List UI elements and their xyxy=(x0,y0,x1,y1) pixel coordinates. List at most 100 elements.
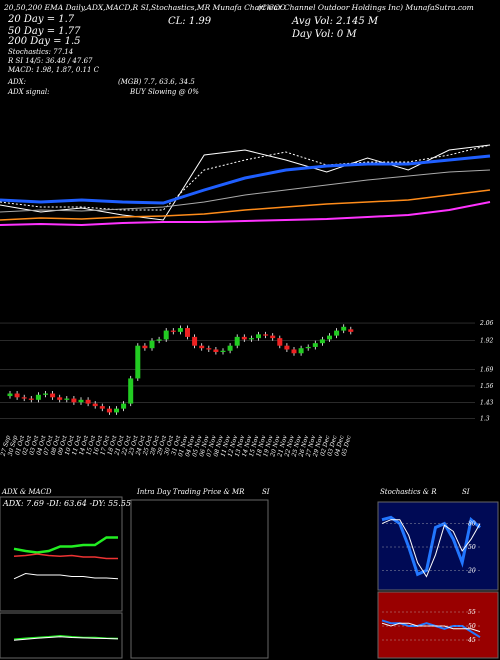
line xyxy=(0,144,491,211)
stoch-text: Stochastics: 77.14 xyxy=(8,48,73,56)
adx-signal-val: BUY Slowing @ 0% xyxy=(129,88,199,96)
avg-vol: Avg Vol: 2.145 M xyxy=(291,16,379,27)
y-tick-label: 2.06 xyxy=(479,320,494,327)
candle-body xyxy=(284,345,290,350)
candle-body xyxy=(220,350,226,352)
candle-body xyxy=(99,406,105,409)
y-tick-label: 1.43 xyxy=(480,399,494,406)
candle-body xyxy=(291,349,297,354)
candle-body xyxy=(256,334,261,339)
candle-body xyxy=(241,336,247,340)
candle-body xyxy=(319,339,325,344)
macd-text: MACD: 1.98, 1.87, 0.11 C xyxy=(7,66,100,74)
candle-body xyxy=(50,393,56,398)
day-vol: Day Vol: 0 M xyxy=(291,29,357,40)
candle-body xyxy=(327,335,332,340)
candle-body xyxy=(192,336,198,346)
y-tick-label: 55 xyxy=(468,609,476,616)
candle-body xyxy=(135,345,141,379)
x-tick-label: 27 Sep xyxy=(0,435,12,458)
candle-body xyxy=(170,330,176,332)
candle-body xyxy=(305,346,311,349)
ema50: 50 Day = 1.77 xyxy=(8,26,81,37)
candle-body xyxy=(206,348,212,350)
line xyxy=(0,169,491,213)
y-tick-label: 80 xyxy=(468,521,476,528)
stoch-title: Stochastics & R xyxy=(380,488,437,496)
candle-body xyxy=(85,399,91,404)
candle-body xyxy=(234,336,240,346)
intraday-title2: SI xyxy=(262,488,270,496)
candle-body xyxy=(14,393,20,398)
candle-body xyxy=(270,335,276,339)
adx-box xyxy=(0,496,123,612)
line xyxy=(13,572,119,580)
candle-body xyxy=(213,349,219,352)
adx-signal: ADX signal: xyxy=(7,88,49,96)
adx: ADX: xyxy=(7,78,26,86)
candle-body xyxy=(348,329,354,332)
adx-vals: (MGB) 7.7, 63.6, 34.5 xyxy=(118,78,195,86)
line xyxy=(13,536,118,554)
y-tick-label: 1.3 xyxy=(480,416,490,423)
candle-body xyxy=(185,328,190,337)
candle-body xyxy=(142,345,148,349)
candle-body xyxy=(199,345,205,349)
line xyxy=(0,201,491,227)
candle-body xyxy=(312,343,318,347)
candle-body xyxy=(64,398,70,400)
intraday-box xyxy=(130,499,269,659)
candle-body xyxy=(298,348,304,354)
candle-body xyxy=(7,393,13,397)
macd-box xyxy=(0,612,123,659)
line xyxy=(13,553,118,560)
stoch-box xyxy=(377,501,499,591)
candle-body xyxy=(28,398,34,400)
close: CL: 1.99 xyxy=(168,16,212,27)
y-tick-label: 50 xyxy=(468,544,476,551)
candle-body xyxy=(156,339,162,341)
candle-body xyxy=(177,328,183,332)
y-tick-label: 1.69 xyxy=(480,367,494,374)
candle-body xyxy=(78,399,84,403)
y-tick-label: 20 xyxy=(467,567,476,574)
candle-body xyxy=(128,378,134,404)
candle-body xyxy=(106,408,112,413)
candle-body xyxy=(334,330,340,336)
line xyxy=(0,189,491,221)
y-tick-label: 45 xyxy=(467,637,476,644)
candle-body xyxy=(277,338,283,346)
subtitle: (Clear Channel Outdoor Holdings Inc) Mun… xyxy=(258,3,474,12)
candle-body xyxy=(92,403,98,407)
candle-body xyxy=(57,397,63,400)
ema200: 200 Day = 1.5 xyxy=(7,36,81,47)
candle-body xyxy=(263,334,269,336)
candle-body xyxy=(227,345,233,351)
candle-body xyxy=(21,397,27,399)
adx-title: ADX & MACD xyxy=(1,488,52,496)
candle-body xyxy=(341,326,347,331)
line xyxy=(13,636,119,641)
line xyxy=(381,519,481,578)
candle-body xyxy=(35,394,41,400)
adx-label: ADX: 7.69 -DI: 63.64 -DY: 55.55 xyxy=(2,499,131,508)
candle-body xyxy=(114,408,119,413)
y-tick-label: 50 xyxy=(468,623,476,630)
rsi-text: R SI 14/5: 36.48 / 47.67 xyxy=(7,57,93,65)
candle-body xyxy=(71,398,77,403)
candle-body xyxy=(43,393,48,395)
y-tick-label: 1.92 xyxy=(480,338,494,345)
candle-body xyxy=(149,340,155,349)
title: 20,50,200 EMA Daily,ADX,MACD,R SI,Stocha… xyxy=(3,3,286,12)
line xyxy=(381,515,481,577)
candle-body xyxy=(121,403,127,409)
ema20: 20 Day = 1.7 xyxy=(7,14,75,25)
intraday-title: Intra Day Trading Price & MR xyxy=(136,488,245,496)
candle-body xyxy=(248,338,254,340)
candle-body xyxy=(163,330,169,340)
y-tick-label: 1.56 xyxy=(480,383,494,390)
line xyxy=(0,144,491,221)
rsi-box xyxy=(377,591,499,659)
stoch-title2: SI xyxy=(462,488,470,496)
